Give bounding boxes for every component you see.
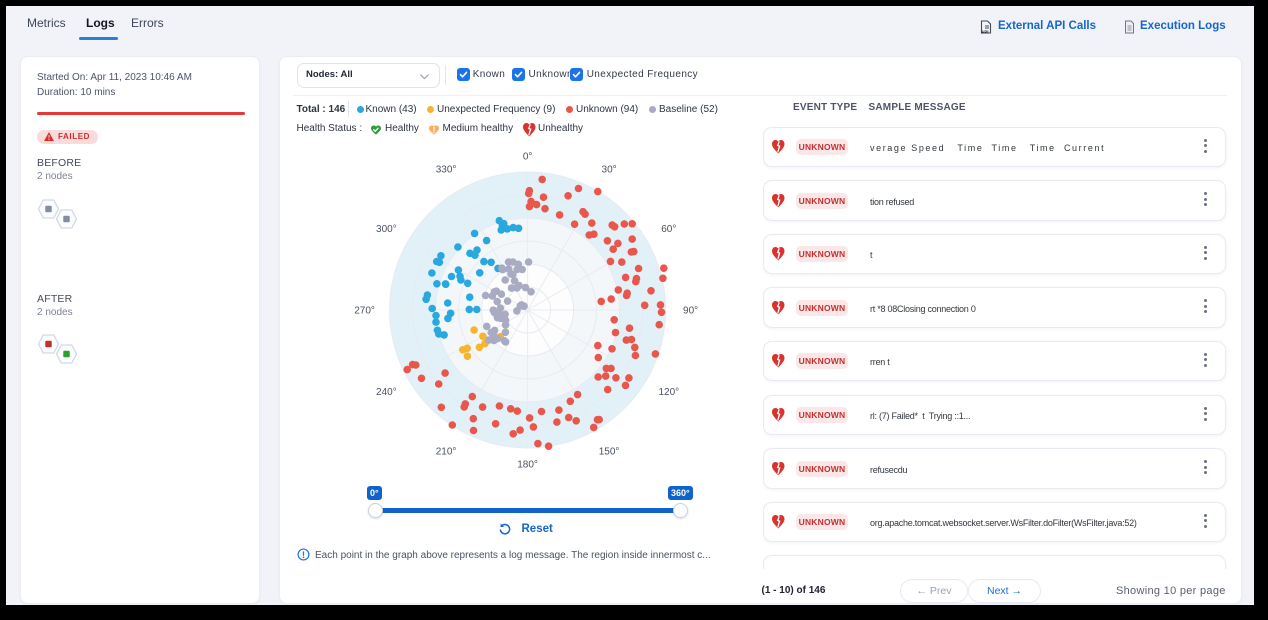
svg-text:API: API — [981, 30, 989, 35]
svg-text:270°: 270° — [354, 306, 375, 317]
svg-text:120°: 120° — [658, 387, 679, 398]
svg-text:30°: 30° — [602, 164, 617, 175]
svg-text:60°: 60° — [661, 224, 676, 235]
svg-text:300°: 300° — [376, 224, 397, 235]
svg-text:90°: 90° — [683, 306, 698, 317]
svg-text:180°: 180° — [517, 460, 538, 471]
svg-text:150°: 150° — [599, 447, 620, 458]
svg-text:240°: 240° — [376, 387, 397, 398]
svg-text:330°: 330° — [436, 164, 457, 175]
svg-text:0°: 0° — [523, 152, 533, 163]
svg-text:210°: 210° — [436, 447, 457, 458]
